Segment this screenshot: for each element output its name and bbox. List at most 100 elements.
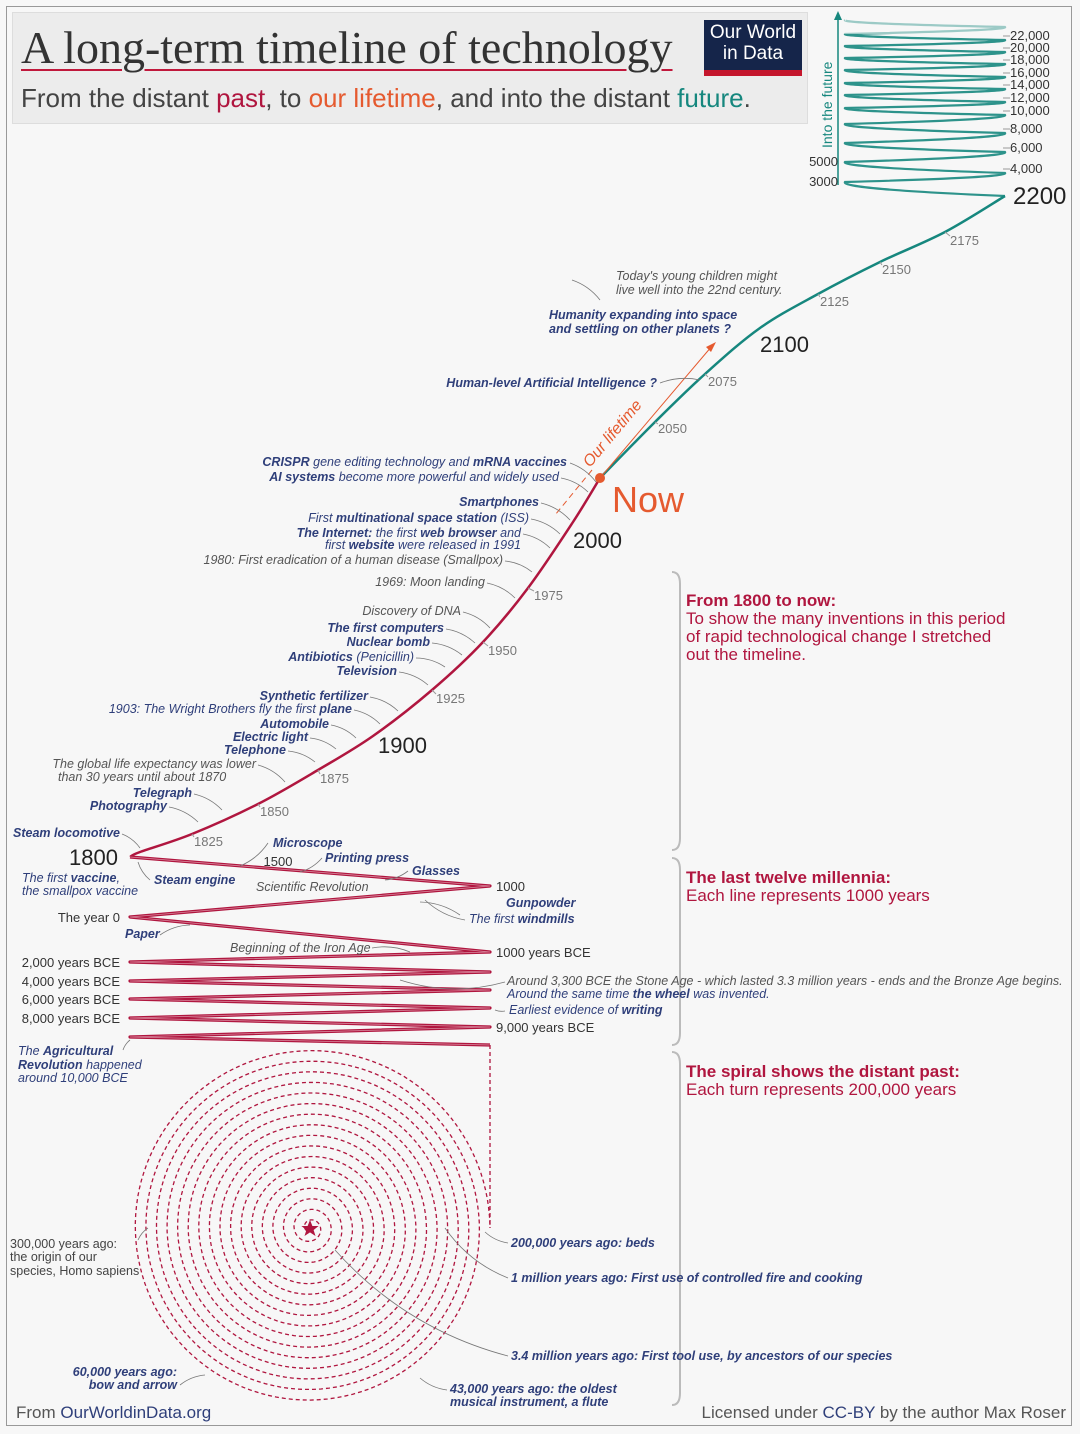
annotation-segment: bow and arrow (89, 1378, 178, 1392)
year-tick: 1950 (488, 643, 517, 658)
annotation: 1 million years ago: First use of contro… (511, 1271, 863, 1285)
annotation-segment: Steam engine (154, 873, 235, 887)
note-line: To show the many inventions in this peri… (686, 609, 1006, 628)
bracket (671, 1051, 681, 1406)
leader-arrow (122, 1039, 131, 1051)
zigzag-label: 6,000 years BCE (22, 992, 121, 1007)
annotation-segment: Human-level Artificial Intelligence ? (446, 376, 657, 390)
annotation: the origin of our (10, 1250, 97, 1264)
footer-text: Licensed under (701, 1403, 823, 1422)
subtitle-text: , to (265, 83, 309, 113)
annotation-segment: Electric light (233, 730, 309, 744)
tick-mark (482, 641, 489, 647)
zigzag-label: The year 0 (58, 910, 120, 925)
leader-arrow (444, 1227, 509, 1279)
tick-mark (704, 373, 709, 378)
tick-mark (879, 261, 883, 266)
annotation: first website were released in 1991 (325, 538, 521, 552)
annotation-segment: 200,000 years ago: beds (510, 1236, 655, 1250)
annotation-segment: (ISS) (497, 511, 529, 525)
annotation: musical instrument, a flute (450, 1395, 608, 1409)
annotation-segment: web browser (420, 526, 498, 540)
subtitle-text: From the distant (21, 83, 217, 113)
annotation: The first vaccine, (22, 871, 120, 885)
annotation-segment: species, Homo sapiens (10, 1264, 139, 1278)
leader-arrow (137, 1227, 149, 1241)
future-label: 10,000 (1010, 103, 1050, 118)
source-link[interactable]: OurWorldinData.org (60, 1403, 212, 1422)
annotation-segment: , (117, 871, 120, 885)
annotation-segment: the smallpox vaccine (22, 884, 138, 898)
annotation: Telephone (224, 743, 286, 757)
annotation: Antibiotics (Penicillin) (287, 650, 414, 664)
tick-mark (654, 421, 659, 425)
annotation-segment: 300,000 years ago: (10, 1237, 117, 1251)
recent-curve (129, 477, 602, 859)
future-fade (843, 14, 1008, 34)
subtitle-past: past (216, 83, 266, 113)
annotation-segment: Paper (125, 927, 161, 941)
annotation: Nuclear bomb (347, 635, 431, 649)
future-label: 5000 (809, 154, 838, 169)
note-line: out the timeline. (686, 645, 807, 664)
note-heading: From 1800 to now: (686, 591, 837, 610)
leader-arrow (419, 901, 461, 916)
annotation-segment: plane (318, 702, 352, 716)
annotation-segment: Photography (90, 799, 168, 813)
annotation-segment: become more powerful and widely used (335, 470, 560, 484)
annotation-segment: 3.4 million years ago: First tool use, b… (511, 1349, 892, 1363)
annotation: 1969: Moon landing (375, 575, 485, 589)
annotation-segment: the first (372, 526, 420, 540)
annotation-segment: website (349, 538, 395, 552)
annotation: The first computers (327, 621, 444, 635)
leader-arrow (334, 1249, 509, 1357)
annotation: The global life expectancy was lower (52, 757, 256, 771)
annotation-segment: first (325, 538, 349, 552)
future-label: 18,000 (1010, 52, 1050, 67)
license-link[interactable]: CC-BY (822, 1403, 876, 1422)
note-heading: The last twelve millennia: (686, 868, 892, 887)
annotation-segment: the origin of our (10, 1250, 97, 1264)
annotation: Glasses (412, 864, 460, 878)
annotation-segment: Automobile (259, 717, 329, 731)
leader-arrow (309, 737, 337, 750)
annotation-segment: mRNA vaccines (473, 455, 567, 469)
annotation: The Internet: the first web browser and (297, 526, 522, 540)
annotation-segment: the wheel (633, 987, 690, 1001)
annotation: Earliest evidence of writing (509, 1003, 663, 1017)
annotation-segment: Microscope (273, 836, 343, 850)
future-label: 14,000 (1010, 77, 1050, 92)
annotation: Around the same time the wheel was inven… (506, 987, 770, 1001)
annotation: the smallpox vaccine (22, 884, 138, 898)
year-tick: 2175 (950, 233, 979, 248)
footer-source: From OurWorldinData.org (16, 1403, 211, 1423)
annotation-segment: Around 3,300 BCE the Stone Age - which l… (506, 974, 1063, 988)
arrow-head-icon (834, 11, 842, 20)
annotation-segment: 1980: First eradication of a human disea… (204, 553, 503, 567)
annotation-segment: 1903: The Wright Brothers fly the first (109, 702, 320, 716)
leader-arrow (540, 502, 571, 521)
year-tick: 2050 (658, 421, 687, 436)
annotation-segment: Television (336, 664, 397, 678)
leader-arrow (424, 899, 466, 921)
annotation-segment: around 10,000 BCE (18, 1071, 128, 1085)
owid-logo[interactable]: Our World in Data (704, 20, 802, 76)
zigzag-label: 2,000 years BCE (22, 955, 121, 970)
annotation: The Agricultural (18, 1044, 114, 1058)
footer-text: by the author Max Roser (875, 1403, 1066, 1422)
annotation-segment: was invented. (690, 987, 770, 1001)
annotation-segment: gene editing technology and (310, 455, 473, 469)
annotation: around 10,000 BCE (18, 1071, 128, 1085)
annotation-segment: AI systems (268, 470, 335, 484)
now-label: Now (612, 479, 685, 520)
zigzag-highlight (129, 856, 491, 1046)
leader-arrow (299, 857, 323, 873)
annotation-segment: vaccine (71, 871, 117, 885)
annotation: Synthetic fertilizer (260, 689, 369, 703)
leader-arrow (560, 477, 589, 493)
star-icon (301, 1220, 319, 1236)
annotation-segment: The (18, 1044, 43, 1058)
leader-arrow (504, 560, 533, 573)
annotation-segment: Earliest evidence of (509, 1003, 622, 1017)
annotation: Today's young children might (616, 269, 778, 283)
